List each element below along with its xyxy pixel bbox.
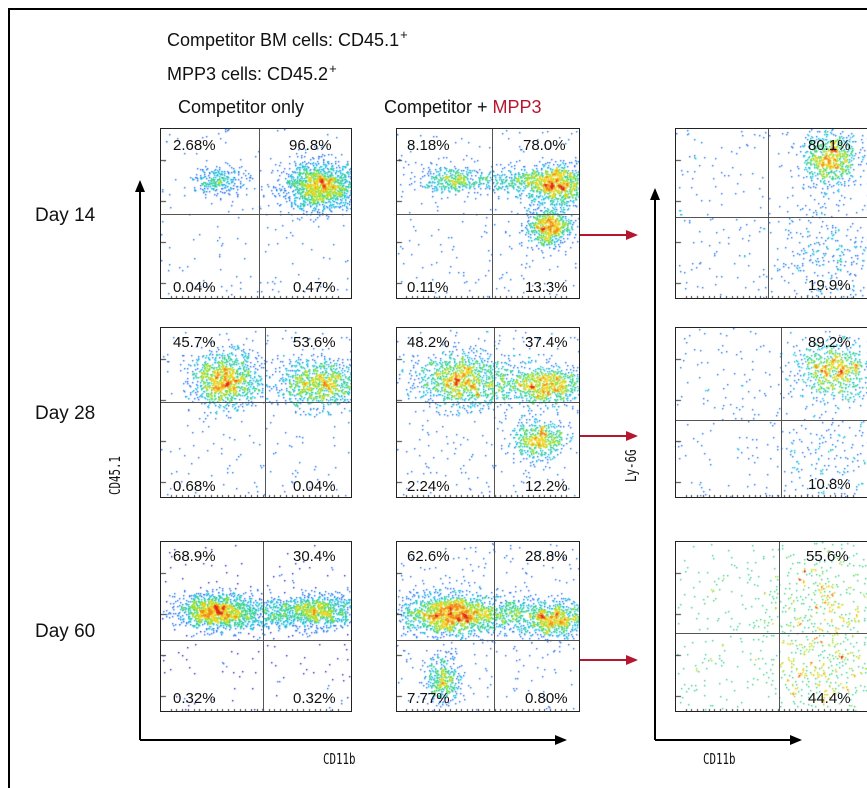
flow-plot-gated-day14: 80.1% 19.9% xyxy=(675,128,867,299)
gate-horizontal xyxy=(161,402,351,403)
scatter-density xyxy=(161,542,351,711)
percent-lower-left: 0.04% xyxy=(173,279,216,296)
scatter-density xyxy=(397,129,579,298)
percent-upper-left: 2.68% xyxy=(173,137,216,154)
percent-lower-left: 0.11% xyxy=(407,279,449,296)
percent-upper-right: 37.4% xyxy=(525,334,568,351)
flow-plot-competitor-mpp3-day14: 8.18% 78.0% 0.11% 13.3% xyxy=(396,128,580,299)
scatter-density xyxy=(676,328,867,497)
mpp3-cells-label: MPP3 cells: CD45.2+ xyxy=(167,61,337,85)
row-label-day14: Day 14 xyxy=(35,205,96,226)
percent-upper-right: 53.6% xyxy=(293,334,336,351)
flow-plot-competitor-mpp3-day28: 48.2% 37.4% 2.24% 12.2% xyxy=(396,327,580,498)
gate-vertical xyxy=(779,542,780,711)
left-x-axis-label: CD11b xyxy=(323,750,356,768)
competitor-cells-label: Competitor BM cells: CD45.1+ xyxy=(167,27,408,51)
column-header-competitor-plus: Competitor + xyxy=(384,97,493,117)
percent-lower-left: 7.77% xyxy=(407,690,450,707)
right-y-axis-label: Ly-6G xyxy=(622,449,640,482)
scatter-density xyxy=(397,542,579,711)
flow-plot-competitor-day28: 45.7% 53.6% 0.68% 0.04% xyxy=(160,327,352,498)
gate-horizontal xyxy=(397,402,579,403)
gate-horizontal xyxy=(161,214,351,215)
scatter-density xyxy=(397,328,579,497)
gate-vertical xyxy=(781,328,782,497)
gate-vertical xyxy=(492,129,493,298)
mpp3-cells-sup: + xyxy=(329,61,337,76)
percent-lower-left: 0.68% xyxy=(173,478,216,495)
percent-lower-right: 0.32% xyxy=(293,690,336,707)
gate-vertical xyxy=(494,328,495,497)
percent-lower-left: 0.32% xyxy=(173,690,216,707)
column-header-competitor-mpp3: Competitor + MPP3 xyxy=(384,97,542,118)
percent-lower-left: 2.24% xyxy=(407,478,450,495)
mpp3-cells-text: MPP3 cells: CD45.2 xyxy=(167,64,329,84)
scatter-density xyxy=(676,542,867,711)
percent-upper-right: 89.2% xyxy=(808,334,851,351)
percent-lower-right: 0.80% xyxy=(525,690,568,707)
scatter-density xyxy=(161,129,351,298)
percent-upper-left: 8.18% xyxy=(407,137,450,154)
gate-vertical xyxy=(263,542,264,711)
gate-vertical xyxy=(265,328,266,497)
gate-horizontal xyxy=(397,640,579,641)
row-label-day60: Day 60 xyxy=(35,621,96,642)
scatter-density xyxy=(161,328,351,497)
percent-upper-right: 55.6% xyxy=(806,548,849,565)
percent-upper-right: 80.1% xyxy=(808,137,851,154)
gate-horizontal xyxy=(676,420,867,421)
percent-upper-left: 48.2% xyxy=(407,334,450,351)
left-y-axis-label: CD45.1 xyxy=(106,455,124,495)
percent-lower-right: 0.47% xyxy=(293,279,336,296)
percent-upper-right: 28.8% xyxy=(525,548,568,565)
gate-vertical xyxy=(259,129,260,298)
flow-plot-gated-day60: 55.6% 44.4% xyxy=(675,541,867,712)
gate-vertical xyxy=(768,129,769,298)
percent-upper-right: 78.0% xyxy=(523,137,566,154)
percent-lower-right: 0.04% xyxy=(293,478,336,495)
gate-horizontal xyxy=(676,633,867,634)
competitor-cells-sup: + xyxy=(400,27,408,42)
flow-plot-competitor-day60: 68.9% 30.4% 0.32% 0.32% xyxy=(160,541,352,712)
column-header-competitor-only: Competitor only xyxy=(178,97,305,117)
percent-upper-left: 45.7% xyxy=(173,334,216,351)
column-header-mpp3-highlight: MPP3 xyxy=(492,97,542,117)
row-label-day28: Day 28 xyxy=(35,403,96,424)
flow-plot-competitor-mpp3-day60: 62.6% 28.8% 7.77% 0.80% xyxy=(396,541,580,712)
scatter-density xyxy=(676,129,867,298)
percent-upper-right: 30.4% xyxy=(293,548,336,565)
figure-frame xyxy=(8,8,867,788)
percent-lower-right: 13.3% xyxy=(525,279,568,296)
flow-plot-competitor-day14: 2.68% 96.8% 0.04% 0.47% xyxy=(160,128,352,299)
percent-lower-right: 12.2% xyxy=(525,478,568,495)
percent-upper-left: 62.6% xyxy=(407,548,450,565)
competitor-cells-text: Competitor BM cells: CD45.1 xyxy=(167,30,400,50)
gate-vertical xyxy=(494,542,495,711)
percent-lower-right: 10.8% xyxy=(808,476,851,493)
percent-lower-right: 44.4% xyxy=(808,690,851,707)
percent-lower-right: 19.9% xyxy=(808,277,851,294)
gate-horizontal xyxy=(161,640,351,641)
gate-horizontal xyxy=(397,214,579,215)
percent-upper-right: 96.8% xyxy=(289,137,332,154)
percent-upper-left: 68.9% xyxy=(173,548,216,565)
right-x-axis-label: CD11b xyxy=(703,750,736,768)
flow-plot-gated-day28: 89.2% 10.8% xyxy=(675,327,867,498)
gate-horizontal xyxy=(676,217,867,218)
